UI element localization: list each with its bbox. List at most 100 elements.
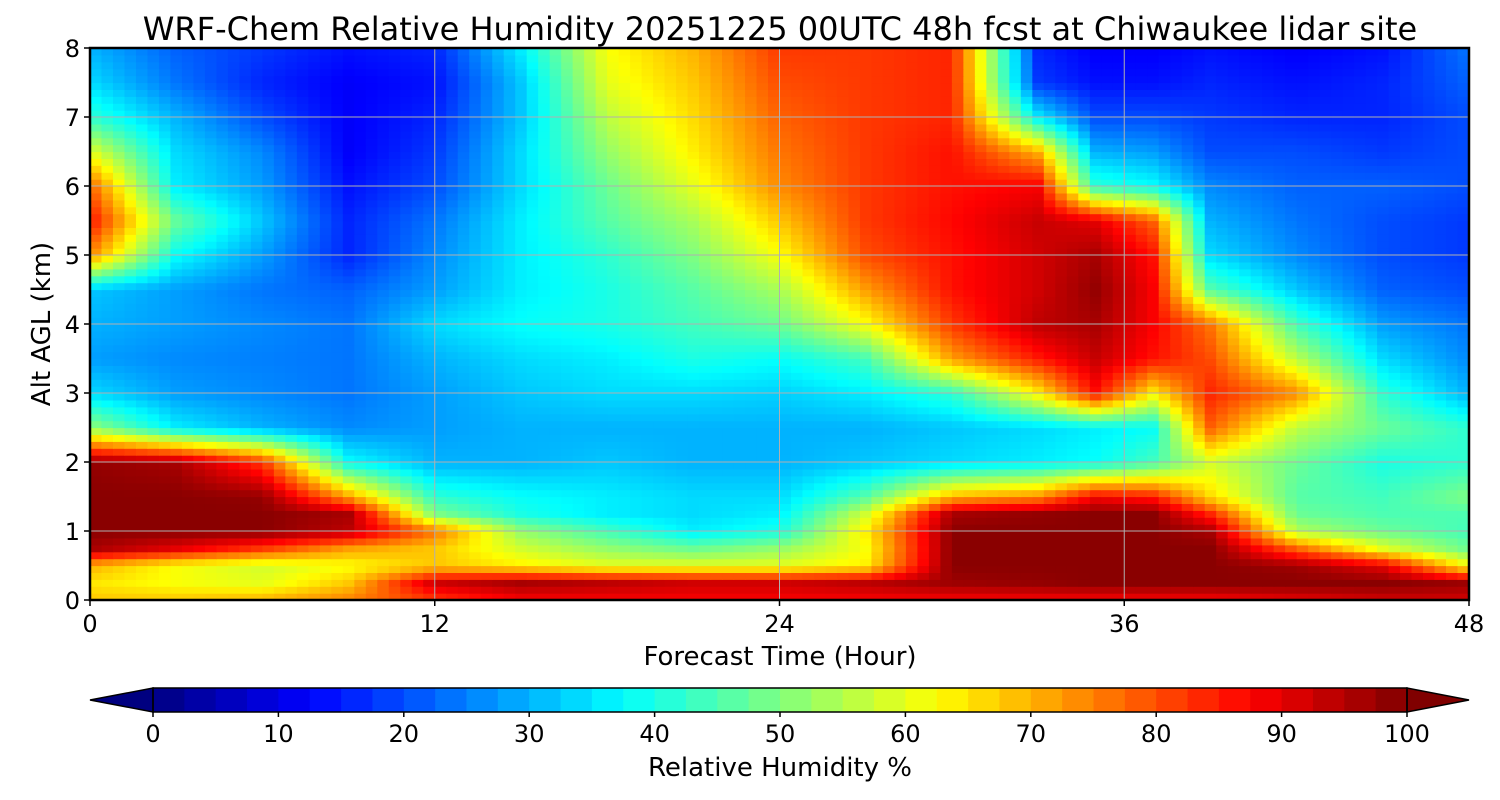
heatmap-cell <box>354 310 367 318</box>
heatmap-cell <box>526 586 539 594</box>
heatmap-cell <box>641 510 654 518</box>
heatmap-cell <box>1308 462 1321 470</box>
heatmap-cell <box>538 358 551 366</box>
heatmap-cell <box>457 344 470 353</box>
heatmap-cell <box>365 551 378 560</box>
heatmap-cell <box>1423 434 1436 442</box>
heatmap-cell <box>1193 468 1206 477</box>
heatmap-cell <box>618 531 631 539</box>
heatmap-cell <box>239 537 252 546</box>
heatmap-cell <box>492 524 505 532</box>
heatmap-cell <box>1020 399 1033 408</box>
heatmap-cell <box>813 586 827 594</box>
heatmap-cell <box>492 468 505 477</box>
heatmap-cell <box>1296 496 1309 504</box>
heatmap-cell <box>492 531 505 539</box>
heatmap-cell <box>1204 462 1217 470</box>
heatmap-cell <box>193 427 206 435</box>
heatmap-cell <box>1446 524 1459 532</box>
heatmap-cell <box>871 572 884 580</box>
heatmap-cell <box>653 441 666 449</box>
heatmap-cell <box>388 455 401 463</box>
heatmap-cell <box>722 489 735 498</box>
heatmap-cell <box>147 393 160 401</box>
heatmap-cell <box>377 413 390 422</box>
heatmap-cell <box>813 537 827 546</box>
heatmap-cell <box>285 399 298 408</box>
heatmap-cell <box>768 434 781 442</box>
heatmap-cell <box>1365 558 1378 567</box>
heatmap-cell <box>1124 330 1137 339</box>
heatmap-cell <box>457 317 470 325</box>
heatmap-cell <box>699 427 712 435</box>
heatmap-cell <box>400 310 413 318</box>
heatmap-cell <box>1020 489 1033 498</box>
heatmap-cell <box>733 434 746 442</box>
heatmap-cell <box>319 503 332 511</box>
heatmap-cell <box>825 372 838 380</box>
heatmap-cell <box>1388 413 1401 422</box>
heatmap-cell <box>653 372 666 380</box>
heatmap-cell <box>1434 503 1447 511</box>
heatmap-cell <box>745 324 758 332</box>
heatmap-cell <box>239 531 252 539</box>
heatmap-cell <box>446 468 459 477</box>
heatmap-cell <box>928 393 941 401</box>
heatmap-cell <box>974 579 987 587</box>
heatmap-cell <box>1423 537 1436 546</box>
heatmap-cell <box>181 406 195 415</box>
heatmap-cell <box>388 475 401 484</box>
heatmap-cell <box>1388 324 1401 332</box>
heatmap-cell <box>1377 551 1390 560</box>
heatmap-cell <box>928 399 941 408</box>
heatmap-cell <box>1193 344 1206 353</box>
heatmap-cell <box>1009 482 1022 491</box>
heatmap-cell <box>894 330 907 339</box>
heatmap-cell <box>457 372 470 380</box>
heatmap-cell <box>135 337 149 346</box>
heatmap-cell <box>572 413 585 422</box>
heatmap-cell <box>285 482 298 491</box>
heatmap-cell <box>630 531 643 539</box>
heatmap-cell <box>745 365 758 373</box>
heatmap-cell <box>434 372 447 380</box>
heatmap-cell <box>664 496 677 504</box>
heatmap-cell <box>779 503 792 511</box>
heatmap-cell <box>1204 379 1217 387</box>
heatmap-cell <box>308 337 321 346</box>
heatmap-cell <box>423 496 436 504</box>
heatmap-cell <box>1342 475 1355 484</box>
heatmap-cell <box>584 379 597 387</box>
heatmap-cell <box>308 406 321 415</box>
heatmap-cell <box>745 406 758 415</box>
heatmap-cell <box>1285 317 1298 325</box>
heatmap-cell <box>1078 386 1091 394</box>
heatmap-cell <box>1423 593 1436 600</box>
heatmap-cell <box>641 586 654 594</box>
heatmap-cell <box>90 524 103 532</box>
heatmap-cell <box>1388 330 1401 339</box>
heatmap-cell <box>227 399 240 408</box>
heatmap-cell <box>1158 372 1171 380</box>
heatmap-cell <box>1377 475 1390 484</box>
heatmap-cell <box>216 586 229 594</box>
heatmap-cell <box>1078 372 1091 380</box>
heatmap-cell <box>204 586 218 594</box>
heatmap-cell <box>331 503 344 511</box>
heatmap-cell <box>859 455 873 463</box>
heatmap-cell <box>331 413 344 422</box>
heatmap-cell <box>1457 317 1469 325</box>
heatmap-cell <box>1331 496 1344 504</box>
heatmap-cell <box>859 579 873 587</box>
heatmap-cell <box>193 455 206 463</box>
heatmap-cell <box>1135 413 1148 422</box>
heatmap-cell <box>377 337 390 346</box>
heatmap-cell <box>135 441 149 449</box>
heatmap-cell <box>802 413 815 422</box>
heatmap-cell <box>871 593 884 600</box>
heatmap-cell <box>1101 420 1114 429</box>
heatmap-cell <box>216 537 229 546</box>
heatmap-cell <box>469 544 482 553</box>
heatmap-cell <box>1112 337 1125 346</box>
heatmap-cell <box>1158 462 1171 470</box>
